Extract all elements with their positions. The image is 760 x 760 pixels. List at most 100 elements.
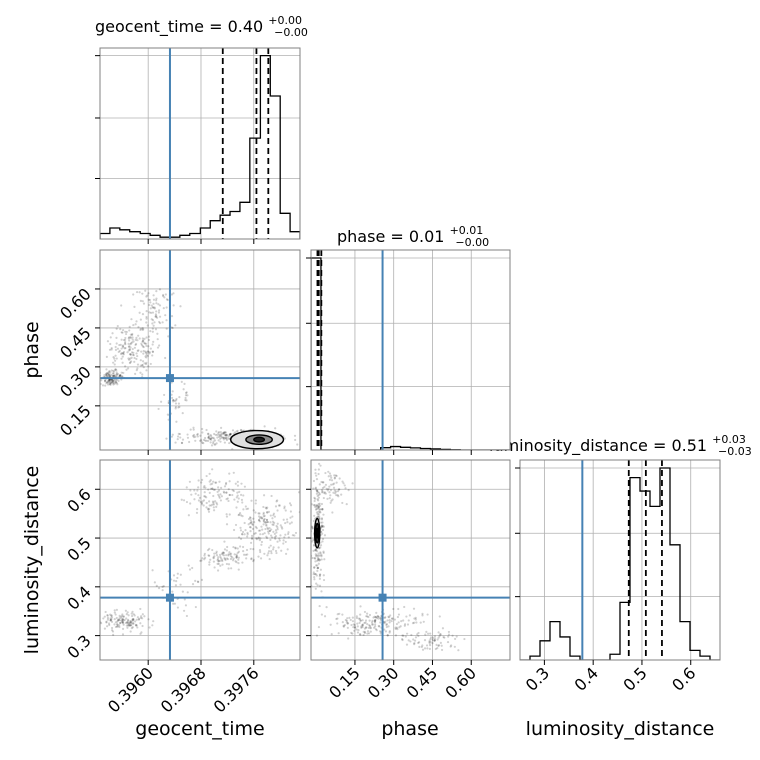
sample-point <box>141 373 144 376</box>
sample-point <box>327 487 330 491</box>
sample-point <box>285 518 289 521</box>
sample-point <box>249 521 253 524</box>
sample-point <box>336 617 339 620</box>
sample-point <box>113 374 116 377</box>
sample-point <box>284 533 287 536</box>
sample-point <box>155 302 158 305</box>
sample-point <box>136 363 140 366</box>
sample-point <box>208 507 211 510</box>
sample-point <box>259 529 262 532</box>
sample-point <box>366 632 369 635</box>
sample-point <box>338 488 341 491</box>
sample-point <box>208 500 211 503</box>
sample-point <box>320 558 323 561</box>
sample-point <box>131 338 134 341</box>
sample-point <box>123 342 127 345</box>
sample-point <box>204 556 207 560</box>
sample-point <box>202 438 206 441</box>
sample-point <box>128 348 131 351</box>
sample-point <box>217 489 221 492</box>
sample-point <box>322 513 325 516</box>
sample-point <box>139 622 142 625</box>
sample-point <box>287 531 290 534</box>
sample-point <box>163 296 166 299</box>
sample-point <box>373 619 377 622</box>
sample-point <box>107 379 110 382</box>
sample-point <box>106 340 110 343</box>
sample-point <box>321 528 325 532</box>
sample-point <box>289 510 293 513</box>
sample-point <box>253 521 256 524</box>
sample-point <box>148 303 151 307</box>
sample-point <box>246 533 249 536</box>
sample-point <box>216 562 219 565</box>
sample-point <box>161 585 164 589</box>
sample-point <box>446 640 450 644</box>
sample-point <box>109 619 112 622</box>
sample-point <box>300 438 302 440</box>
sample-point <box>114 621 117 624</box>
sample-point <box>354 626 357 629</box>
sample-point <box>262 505 265 509</box>
sample-point <box>369 630 372 633</box>
sample-point <box>136 354 139 358</box>
sample-point <box>109 617 112 620</box>
sample-point <box>172 304 175 307</box>
sample-point <box>265 523 268 526</box>
sample-point <box>193 489 196 492</box>
sample-point <box>267 532 270 535</box>
panel-border <box>99 47 301 240</box>
sample-point <box>270 550 273 553</box>
sample-point <box>196 489 199 492</box>
sample-point <box>451 634 454 637</box>
sample-point <box>116 623 119 626</box>
sample-point <box>365 615 368 618</box>
sample-point <box>259 550 262 554</box>
sample-point <box>120 357 123 360</box>
sample-point <box>115 616 118 620</box>
sample-point <box>287 532 290 536</box>
sample-point <box>207 435 211 438</box>
sample-point <box>237 556 240 559</box>
sample-point <box>146 324 149 327</box>
sample-point <box>378 625 381 628</box>
sample-point <box>226 558 230 561</box>
sample-point <box>426 647 429 650</box>
sample-point <box>294 531 298 535</box>
sample-point <box>449 645 452 648</box>
sample-point <box>225 491 228 494</box>
sample-point <box>341 613 344 616</box>
sample-point <box>243 533 246 536</box>
sample-point <box>274 505 278 508</box>
sample-point <box>150 304 153 307</box>
sample-point <box>364 621 367 624</box>
sample-point <box>301 491 303 493</box>
sample-point <box>293 534 296 537</box>
sample-point <box>345 619 349 622</box>
sample-point <box>101 384 105 387</box>
sample-point <box>413 617 416 620</box>
sample-point <box>198 496 202 499</box>
panel-border <box>310 459 511 661</box>
y-tick-label: 0.3 <box>63 631 94 662</box>
sample-point <box>234 547 237 550</box>
sample-point <box>206 507 210 510</box>
sample-point <box>319 521 323 524</box>
sample-point <box>222 432 226 436</box>
sample-point <box>438 634 441 638</box>
sample-point <box>440 648 444 652</box>
sample-point <box>249 519 252 522</box>
sample-point <box>213 488 217 491</box>
sample-point <box>314 548 317 551</box>
sample-point <box>133 360 136 363</box>
sample-point <box>114 381 117 384</box>
sample-point <box>201 478 204 481</box>
sample-point <box>336 490 340 493</box>
sample-point <box>443 636 446 639</box>
sample-point <box>126 618 130 621</box>
sample-point <box>104 372 108 375</box>
sample-point <box>320 554 323 557</box>
histogram-step <box>520 467 720 660</box>
sample-point <box>219 437 222 440</box>
sample-point <box>331 483 335 486</box>
